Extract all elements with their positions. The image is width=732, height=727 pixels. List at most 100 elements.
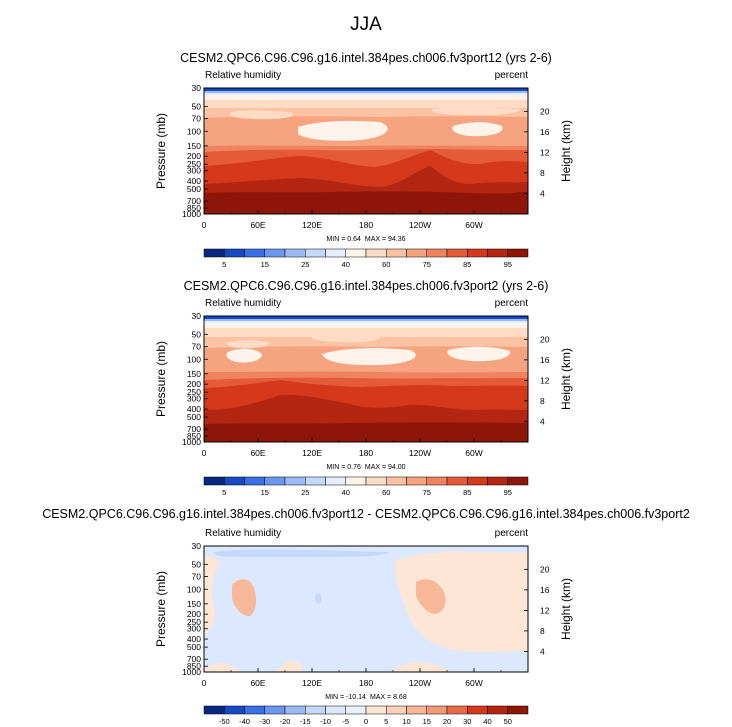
colorbar-swatch [386,248,407,258]
pressure-tick-label: 1000 [182,209,201,219]
panel-1-title: CESM2.QPC6.C96.C96.g16.intel.384pes.ch00… [180,51,552,65]
panel-2-units: percent [495,298,529,309]
colorbar-swatch [305,705,326,715]
panel-2-field [204,316,528,442]
colorbar-swatch [446,705,468,715]
panel-1-variable: Relative humidity [205,70,281,81]
lon-tick-label: 60W [465,448,482,458]
lon-tick-label: 120W [409,220,431,230]
colorbar-swatch [284,705,306,715]
panel-3-title: CESM2.QPC6.C96.C96.g16.intel.384pes.ch00… [42,507,690,521]
colorbar-label: 40 [342,488,350,497]
pressure-tick-label: 700 [187,654,201,664]
pressure-tick-label: 50 [192,559,202,569]
pressure-tick-label: 250 [187,159,201,169]
colorbar-swatch [507,248,529,258]
pressure-tick-label: 100 [187,354,201,364]
colorbar-swatch [487,476,508,486]
colorbar-swatch [446,248,468,258]
pressure-tick-label: 700 [187,424,201,434]
colorbar-label: -40 [239,717,250,726]
colorbar-label: 75 [423,488,431,497]
lon-tick-label: 60W [465,678,482,688]
colorbar-swatch [507,476,529,486]
height-tick-label: 8 [540,396,545,406]
colorbar-swatch [467,705,488,715]
colorbar-swatch [305,248,326,258]
lon-tick-label: 120W [409,448,431,458]
colorbar-label: 0 [364,717,368,726]
dry-blob [447,346,511,362]
colorbar-swatch [467,476,488,486]
height-tick-label: 16 [540,355,550,365]
panel-3-x-ticks: 0 60E 120E 180 120W 60W [202,668,529,688]
colorbar-swatch [305,476,326,486]
neg-band-top [213,549,390,557]
colorbar-label: 95 [504,488,512,497]
pressure-tick-label: 150 [187,141,201,151]
colorbar-label: -50 [219,717,230,726]
lon-tick-label: 180 [359,220,373,230]
height-tick-label: 4 [540,188,545,198]
height-tick-label: 4 [540,416,545,426]
moist-blob [226,340,270,349]
pressure-tick-label: 200 [187,379,201,389]
height-tick-label: 20 [540,564,550,574]
moist-blob [311,335,381,343]
lon-tick-label: 60E [250,678,265,688]
colorbar-swatch [325,705,346,715]
band-50 [204,316,528,319]
colorbar-swatch [203,705,225,715]
colorbar-label: 30 [463,717,471,726]
lon-tick-label: 120W [409,678,431,688]
panel-3-h-ticks: 20 16 12 8 4 [524,564,550,656]
colorbar-label: -15 [300,717,311,726]
pressure-tick-label: 150 [187,599,201,609]
colorbar-swatch [406,476,427,486]
colorbar-label: 15 [423,717,431,726]
panel-3-colorbar: -50 -40 -30 -20 -15 -10 -5 0 5 10 15 20 30 40 50 [203,705,529,726]
colorbar-label: -20 [280,717,291,726]
panel-1-field [204,88,528,214]
panel-1-x-ticks: 0 60E 120E 180 120W 60W [202,210,529,230]
colorbar-swatch [264,248,286,258]
pressure-tick-label: 100 [187,126,201,136]
pressure-tick-label: 850 [187,431,201,441]
pos-blob-west [232,579,257,617]
pressure-tick-label: 70 [192,341,202,351]
lon-tick-label: 120E [302,220,322,230]
pressure-tick-label: 500 [187,412,201,422]
figure-title: JJA [350,14,382,35]
panel-3-ylabel-right: Height (km) [559,578,573,640]
colorbar-swatch [386,476,407,486]
pressure-tick-label: 850 [187,203,201,213]
lon-tick-label: 180 [359,448,373,458]
panel-3-variable: Relative humidity [205,528,281,539]
colorbar-swatch [325,476,346,486]
colorbar-label: 85 [463,488,471,497]
panel-3: CESM2.QPC6.C96.C96.g16.intel.384pes.ch00… [42,507,690,726]
pressure-tick-label: 300 [187,394,201,404]
panel-2-h-ticks: 20 16 12 8 4 [524,334,550,426]
pressure-tick-label: 1000 [182,667,201,677]
pressure-tick-label: 300 [187,166,201,176]
height-tick-label: 16 [540,127,550,137]
moist-blob [229,110,294,120]
colorbar-swatch [426,248,448,258]
height-tick-label: 4 [540,646,545,656]
height-tick-label: 12 [540,605,550,615]
colorbar-swatch [203,476,225,486]
pressure-tick-label: 400 [187,176,201,186]
colorbar-label: 25 [301,488,309,497]
colorbar-swatch [284,248,306,258]
pressure-tick-label: 150 [187,369,201,379]
dry-blob [226,348,262,363]
pressure-tick-label: 400 [187,404,201,414]
colorbar-swatch [345,476,367,486]
panel-1: CESM2.QPC6.C96.C96.g16.intel.384pes.ch00… [154,51,573,269]
colorbar-swatch [203,248,225,258]
colorbar-swatch [345,248,367,258]
